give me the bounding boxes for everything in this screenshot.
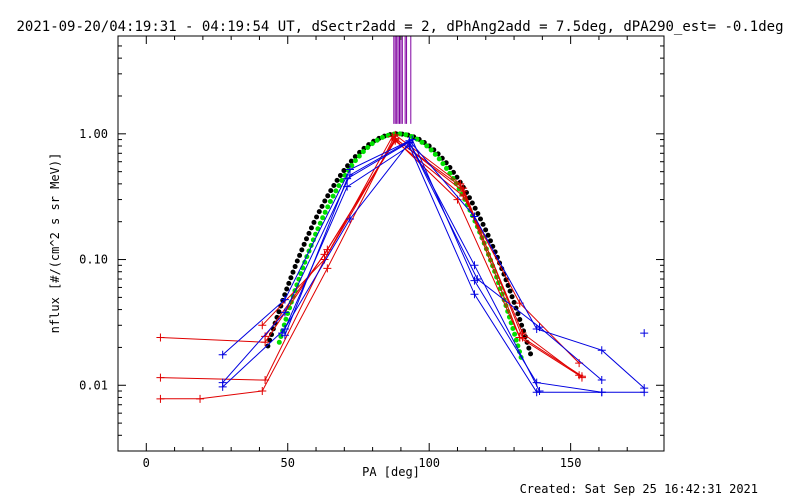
y-tick-label: 1.00 (79, 127, 108, 141)
red-5-point (261, 332, 270, 341)
red-1-point (196, 394, 205, 403)
plot-area (156, 36, 649, 403)
y-tick-label: 0.10 (79, 253, 108, 267)
blue-5-point (343, 174, 352, 183)
blue-2-point (640, 388, 649, 397)
blue-5-point (470, 261, 479, 270)
chart-title: 2021-09-20/04:19:31 - 04:19:54 UT, dSect… (16, 19, 783, 35)
blue-1-point (218, 350, 227, 359)
blue-2-point (280, 308, 289, 317)
blue-3-point (597, 388, 606, 397)
blue-4-point (535, 323, 544, 332)
x-axis-label: PA [deg] (362, 465, 420, 479)
x-tick-label: 150 (560, 456, 582, 470)
blue-1-point (597, 346, 606, 355)
axes: 0 50 100 150 0.01 0.10 1.00 (79, 35, 664, 470)
red-1-point (323, 264, 332, 273)
blue-4-point (345, 215, 354, 224)
isolated-point (640, 329, 649, 338)
red-5-point (515, 333, 524, 342)
x-tick-label: 0 (143, 456, 150, 470)
blue-4-point (473, 275, 482, 284)
blue-5-point (535, 387, 544, 396)
blue-5-point (405, 138, 414, 147)
red-2-point (261, 376, 270, 385)
red-4-point (577, 372, 586, 381)
black-fit-curve (265, 131, 534, 358)
green-fit-curve (276, 131, 525, 366)
red-5-point (320, 250, 329, 259)
red-2-point (156, 373, 165, 382)
blue-1-point (280, 295, 289, 304)
blue-3-point (470, 290, 479, 299)
blue-1-point (470, 212, 479, 221)
red-4-point (258, 321, 267, 330)
red-4-point (459, 184, 468, 193)
red-1-point (258, 387, 267, 396)
y-tick-label: 0.01 (79, 378, 108, 392)
red-1-point (156, 394, 165, 403)
x-tick-label: 50 (281, 456, 295, 470)
red-1-line (160, 134, 580, 400)
blue-4-point (597, 376, 606, 385)
x-tick-label: 100 (418, 456, 440, 470)
plot-frame (117, 35, 665, 452)
blue-3-point (218, 382, 227, 391)
red-3-point (156, 333, 165, 342)
blue-1-line (222, 140, 645, 389)
created-footer: Created: Sat Sep 25 16:42:31 2021 (520, 482, 758, 496)
y-axis-label: nflux [#/(cm^2 s sr MeV)] (48, 153, 62, 334)
blue-4-line (281, 141, 603, 381)
red-5-point (391, 135, 400, 144)
blue-5-point (280, 331, 289, 340)
